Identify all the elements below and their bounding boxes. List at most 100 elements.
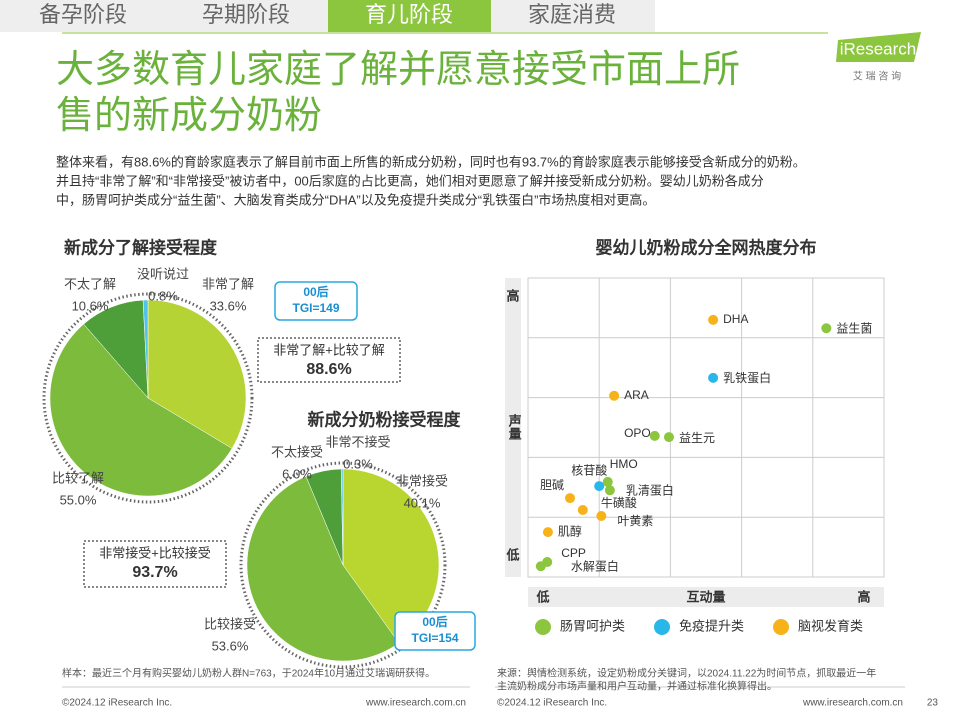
- point: [649, 430, 660, 441]
- sample-note: 样本：最近三个月有购买婴幼儿奶粉人群N=763，于2024年10月通过艾瑞调研获…: [62, 667, 435, 680]
- tab: 育儿阶段: [365, 2, 453, 27]
- point-label: CPP: [561, 546, 586, 560]
- page-title: 大多数育儿家庭了解并愿意接受市面上所: [56, 49, 740, 91]
- x-axis-bar: [528, 587, 884, 607]
- legend-label: 肠胃呵护类: [560, 618, 625, 633]
- point: [708, 314, 719, 325]
- point-label: HMO: [610, 457, 638, 471]
- page-number: 23: [927, 698, 939, 709]
- slice-value: 6.0%: [282, 466, 312, 481]
- summary-box: [83, 540, 227, 588]
- copyright: ©2024.12 iResearch Inc.: [497, 698, 607, 709]
- pie-slice: [246, 476, 400, 662]
- point-label: 肌醇: [558, 523, 582, 538]
- slice-label: 比较了解: [52, 470, 104, 485]
- point-label: 叶黄素: [617, 514, 653, 528]
- pie-slice: [142, 299, 149, 399]
- pie-ring: [42, 292, 254, 504]
- x-axis-end: 高: [857, 589, 870, 604]
- summary-value: 88.6%: [306, 361, 351, 378]
- point: [542, 527, 553, 538]
- intro: 并且持“非常了解”和“非常接受”被访者中，00后家庭的占比更高，她们相对更愿意了…: [56, 173, 764, 188]
- y-axis-title: 声量: [507, 413, 523, 441]
- point: [596, 511, 607, 522]
- summary-label: 非常接受+比较接受: [99, 545, 211, 560]
- tab-active: [328, 0, 491, 32]
- chart-title: 新成分了解接受程度: [64, 237, 218, 257]
- slice-value: 10.6%: [72, 298, 109, 313]
- intro: 整体来看，有88.6%的育龄家庭表示了解目前市面上所售的新成分奶粉，同时也有93…: [56, 154, 806, 169]
- chart-title: 婴幼儿奶粉成分全网热度分布: [596, 237, 817, 257]
- slice-label: 不太接受: [271, 444, 323, 459]
- source-note: 主流奶粉成分市场声量和用户互动量，并通过标准化换算得出。: [497, 680, 777, 693]
- slice-label: 非常接受: [396, 473, 448, 488]
- slice-value: 55.0%: [60, 492, 97, 507]
- tab: 孕期阶段: [202, 2, 290, 27]
- callout-text: TGI=149: [292, 301, 339, 315]
- point: [821, 323, 832, 334]
- logo-name: 艾 瑞 咨 询: [853, 70, 901, 83]
- point-label: 核苷酸: [571, 462, 607, 477]
- slice-label: 没听说过: [137, 266, 189, 281]
- copyright: ©2024.12 iResearch Inc.: [62, 698, 172, 709]
- point-label: OPO: [624, 426, 651, 440]
- point-label: 水解蛋白: [571, 558, 619, 573]
- point-label: ARA: [624, 388, 649, 402]
- point-label: 胆碱: [540, 478, 564, 492]
- slice-value: 0.8%: [148, 288, 178, 303]
- slice-value: 53.6%: [212, 638, 249, 653]
- url: www.iresearch.com.cn: [365, 698, 466, 709]
- point-label: 益生元: [679, 431, 715, 445]
- slice-label: 非常了解: [202, 276, 254, 291]
- slice-label: 不太了解: [64, 276, 116, 291]
- pie-slice: [147, 299, 247, 449]
- slice-value: 40.1%: [404, 495, 441, 510]
- point: [604, 485, 615, 496]
- callout-text: TGI=154: [411, 631, 458, 645]
- logo-brand: iResearch: [840, 39, 917, 58]
- pie-slice: [49, 323, 233, 497]
- point-label: DHA: [723, 312, 748, 326]
- point-label: 乳清蛋白: [626, 482, 674, 497]
- point: [708, 372, 719, 383]
- legend-marker: [535, 619, 551, 635]
- point-label: 牛磺酸: [601, 495, 637, 510]
- intro: 中，肠胃呵护类成分“益生菌”、大脑发育类成分“DHA”以及免疫提升类成分“乳铁蛋…: [56, 192, 655, 207]
- slice-label: 非常不接受: [325, 434, 390, 449]
- point: [577, 505, 588, 516]
- callout-text: 00后: [303, 284, 328, 299]
- point: [535, 561, 546, 572]
- point: [565, 493, 576, 504]
- url: www.iresearch.com.cn: [802, 698, 903, 709]
- legend-marker: [773, 619, 789, 635]
- y-axis-end: 低: [505, 547, 519, 562]
- legend-marker: [654, 619, 670, 635]
- legend-label: 免疫提升类: [679, 618, 744, 633]
- x-axis-end: 低: [535, 589, 549, 604]
- point-label: 乳铁蛋白: [723, 370, 771, 385]
- callout-text: 00后: [422, 614, 447, 629]
- point: [609, 390, 620, 401]
- tab-bar: [0, 0, 655, 32]
- tab: 备孕阶段: [39, 2, 127, 27]
- summary-value: 93.7%: [132, 564, 177, 581]
- slice-label: 比较接受: [204, 616, 256, 631]
- logo-shape: [836, 32, 921, 62]
- summary-label: 非常了解+比较了解: [273, 342, 385, 357]
- y-axis-bar: [505, 278, 521, 577]
- point: [663, 432, 674, 443]
- y-axis-end: 高: [506, 288, 519, 303]
- point: [602, 476, 613, 487]
- pie-slice: [340, 468, 344, 566]
- tab: 家庭消费: [528, 2, 616, 27]
- slice-value: 0.3%: [343, 456, 373, 471]
- slice-value: 33.6%: [210, 298, 247, 313]
- summary-box: [257, 337, 401, 383]
- callout-box: [274, 281, 358, 321]
- point-label: 益生菌: [836, 321, 872, 335]
- chart-title: 新成分奶粉接受程度: [308, 409, 462, 429]
- point: [594, 481, 605, 492]
- source-note: 来源：舆情检测系统，设定奶粉成分关键词，以2024.11.22为时间节点，抓取最…: [497, 667, 876, 680]
- x-axis-title: 互动量: [686, 589, 725, 604]
